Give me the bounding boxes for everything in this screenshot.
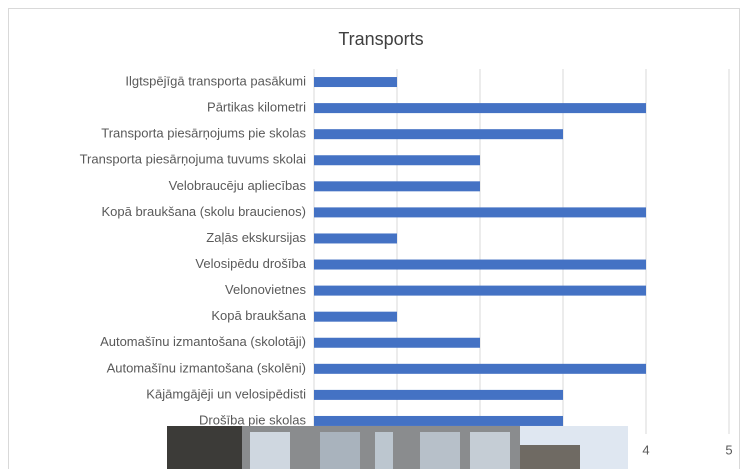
y-tick-label: Automašīnu izmantošana (skolotāji)	[100, 334, 306, 349]
bar	[314, 311, 397, 322]
y-tick-label: Automašīnu izmantošana (skolēni)	[107, 360, 306, 375]
bar	[314, 207, 646, 218]
y-tick-label: Kājāmgājēji un velosipēdisti	[146, 386, 306, 401]
y-tick-label: Velobraucēju apliecības	[169, 178, 307, 193]
chart-title: Transports	[338, 29, 423, 49]
bar	[314, 415, 563, 426]
plot-area: 012345Ilgtspējīgā transporta pasākumiPār…	[80, 69, 733, 457]
bar	[314, 233, 397, 244]
y-tick-label: Velonovietnes	[225, 282, 306, 297]
y-tick-label: Zaļās ekskursijas	[206, 230, 306, 245]
bar	[314, 363, 646, 374]
photo	[167, 426, 628, 469]
bar	[314, 285, 646, 296]
x-tick-label: 5	[725, 442, 732, 457]
bar	[314, 389, 563, 400]
y-tick-label: Kopā braukšana	[211, 308, 306, 323]
bar	[314, 337, 480, 348]
y-tick-label: Drošība pie skolas	[199, 412, 306, 427]
bar	[314, 129, 563, 140]
y-tick-label: Ilgtspējīgā transporta pasākumi	[125, 73, 306, 88]
x-tick-label: 4	[642, 442, 649, 457]
y-tick-label: Pārtikas kilometri	[207, 100, 306, 115]
y-tick-label: Transporta piesārņojuma tuvums skolai	[80, 152, 307, 167]
bar	[314, 181, 480, 192]
bar	[314, 259, 646, 270]
bar	[314, 77, 397, 88]
bar	[314, 103, 646, 114]
y-tick-label: Velosipēdu drošība	[195, 256, 306, 271]
y-tick-label: Transporta piesārņojums pie skolas	[101, 126, 306, 141]
bar	[314, 155, 480, 166]
y-tick-label: Kopā braukšana (skolu braucienos)	[101, 204, 306, 219]
